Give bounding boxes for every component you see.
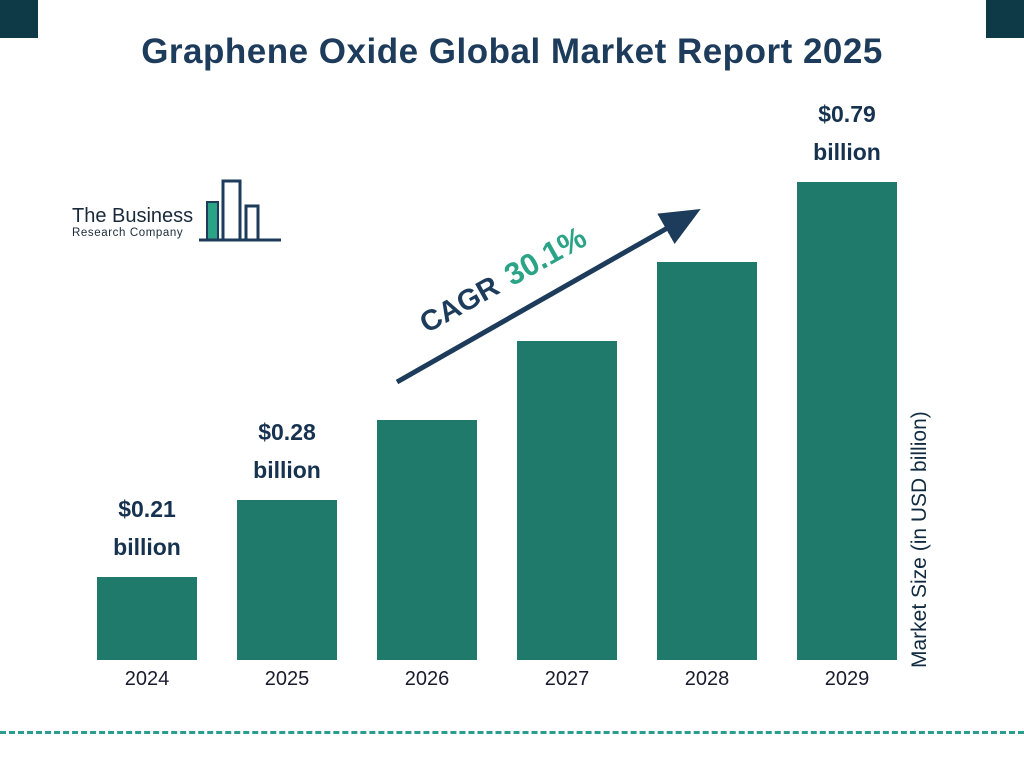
logo-line2: Research Company xyxy=(72,227,184,240)
x-labels-row: 2024 2025 2026 2027 2028 2029 xyxy=(97,668,897,691)
bar-2027 xyxy=(517,341,617,660)
x-label-2028: 2028 xyxy=(684,668,730,690)
bars-row: $0.21 billion $0.28 billion $0.79 billion xyxy=(97,100,897,660)
bar-2028 xyxy=(657,262,757,660)
x-label-2027: 2027 xyxy=(544,668,590,690)
page-title: Graphene Oxide Global Market Report 2025 xyxy=(141,32,883,71)
corner-square-top-right xyxy=(986,0,1024,38)
x-label-2029: 2029 xyxy=(824,668,870,690)
x-label-2024: 2024 xyxy=(124,668,170,690)
value-label-2025: $0.28 billion xyxy=(253,418,321,484)
bar-group-2025: $0.28 billion xyxy=(237,413,337,660)
value-label-2024: $0.21 billion xyxy=(113,495,181,561)
value-label-2029: $0.79 billion xyxy=(813,100,881,166)
logo-line1: The Business xyxy=(72,205,194,228)
bar-group-2027 xyxy=(517,341,617,660)
bar-2024 xyxy=(97,577,197,660)
x-label-2026: 2026 xyxy=(404,668,450,690)
bar-group-2024: $0.21 billion xyxy=(97,490,197,660)
company-logo: The Business Research Company xyxy=(72,178,283,244)
bar-2025 xyxy=(237,500,337,660)
bar-group-2029: $0.79 billion xyxy=(797,95,897,660)
bar-2026 xyxy=(377,420,477,660)
y-axis-label: Market Size (in USD billion) xyxy=(908,411,931,668)
bottom-dashed-line xyxy=(0,731,1024,734)
x-label-2025: 2025 xyxy=(264,668,310,690)
bar-group-2028 xyxy=(657,262,757,660)
corner-square-top-left xyxy=(0,0,38,38)
bar-2029 xyxy=(797,182,897,660)
bar-chart-logo-icon xyxy=(199,178,283,244)
company-logo-text: The Business Research Company xyxy=(72,205,193,244)
bar-group-2026 xyxy=(377,420,477,660)
